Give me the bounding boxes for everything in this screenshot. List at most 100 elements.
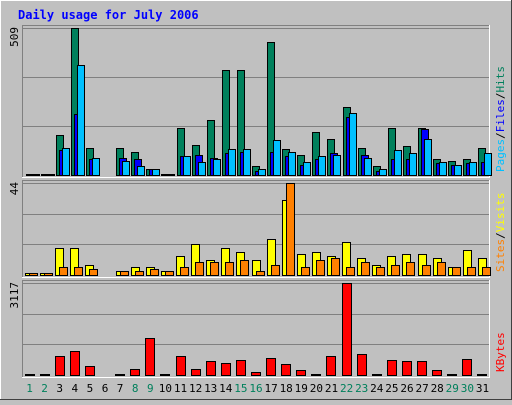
legend-item-pages: Pages — [494, 139, 507, 172]
bar-kbytes-day-23 — [357, 354, 367, 376]
bar-pages-day-14 — [228, 149, 236, 176]
bar-sites-day-16 — [256, 271, 265, 276]
bar-kbytes-day-13 — [206, 361, 216, 376]
bar-sites-day-10 — [165, 271, 174, 276]
x-tick-label-day-28: 28 — [431, 382, 444, 395]
bar-sites-day-12 — [195, 262, 204, 276]
x-tick-label-day-11: 11 — [174, 382, 187, 395]
bar-kbytes-day-11 — [176, 356, 186, 376]
x-tick-label-day-6: 6 — [102, 382, 109, 395]
bar-sites-day-29 — [452, 267, 461, 276]
x-tick-label-day-23: 23 — [355, 382, 368, 395]
x-tick-label-day-19: 19 — [295, 382, 308, 395]
bar-pages-day-24 — [379, 169, 387, 176]
bar-kbytes-day-29 — [447, 374, 457, 376]
x-tick-label-day-24: 24 — [370, 382, 384, 395]
bar-sites-day-30 — [467, 267, 476, 276]
legend-top: Pages/Files/Hits — [494, 66, 507, 172]
bar-sites-day-7 — [120, 271, 129, 276]
bar-kbytes-day-18 — [281, 364, 291, 376]
bar-kbytes-day-17 — [266, 358, 276, 376]
bar-pages-day-29 — [454, 165, 462, 176]
bar-kbytes-day-24 — [372, 374, 382, 376]
bar-sites-day-24 — [376, 267, 385, 276]
legend-separator: / — [494, 93, 507, 100]
bar-sites-day-9 — [150, 269, 159, 276]
x-tick-label-day-8: 8 — [132, 382, 139, 395]
bar-pages-day-2 — [47, 174, 55, 176]
bar-pages-day-27 — [424, 139, 432, 176]
x-tick-label-day-31: 31 — [476, 382, 489, 395]
panel-mid: 44 Sites/Visits — [8, 180, 507, 278]
legend-item-sites: Sites — [494, 239, 507, 272]
bar-pages-day-1 — [32, 174, 40, 176]
bar-pages-day-21 — [333, 155, 341, 176]
x-tick-label-day-27: 27 — [415, 382, 428, 395]
x-tick-label-day-3: 3 — [56, 382, 63, 395]
bar-kbytes-day-1 — [25, 374, 35, 376]
x-tick-label-day-12: 12 — [189, 382, 202, 395]
bar-pages-day-28 — [439, 162, 447, 176]
bar-pages-day-19 — [303, 162, 311, 176]
bar-sites-day-27 — [422, 265, 431, 276]
x-tick-label-day-30: 30 — [461, 382, 474, 395]
bar-kbytes-day-28 — [432, 370, 442, 376]
legend-mid: Sites/Visits — [494, 193, 507, 273]
bar-kbytes-day-10 — [160, 374, 170, 376]
x-tick-label-day-17: 17 — [264, 382, 277, 395]
bar-kbytes-day-15 — [236, 360, 246, 376]
x-tick-label-day-14: 14 — [219, 382, 233, 395]
bar-pages-day-22 — [349, 113, 357, 176]
bar-kbytes-day-26 — [402, 361, 412, 376]
x-tick-label-day-2: 2 — [41, 382, 48, 395]
bar-pages-day-31 — [484, 153, 492, 176]
panel-background — [22, 25, 490, 178]
x-tick-label-day-13: 13 — [204, 382, 217, 395]
x-axis-labels: 1 2 3 4 5 6 7 8 9 10 11 12 13 14 15 16 17 18 19 20 21 22 23 24 2… — [26, 382, 489, 395]
x-tick-label-day-1: 1 — [26, 382, 33, 395]
bar-kbytes-day-3 — [55, 356, 65, 376]
y-max-label: 509 — [8, 27, 21, 47]
legend-text-top: Pages/Files/Hits — [494, 66, 507, 172]
bar-pages-day-12 — [198, 162, 206, 176]
bar-kbytes-day-2 — [40, 374, 50, 376]
bar-sites-day-11 — [180, 267, 189, 276]
bar-pages-day-18 — [288, 152, 296, 176]
bar-sites-day-18 — [286, 183, 295, 276]
x-tick-label-day-10: 10 — [159, 382, 172, 395]
bar-sites-day-2 — [44, 273, 53, 276]
bar-pages-day-25 — [394, 150, 402, 176]
bar-pages-day-15 — [243, 149, 251, 176]
bar-sites-day-23 — [361, 262, 370, 276]
bar-pages-day-26 — [409, 153, 417, 176]
x-tick-label-day-5: 5 — [87, 382, 94, 395]
legend-bot: KBytes — [494, 332, 507, 372]
bar-sites-day-1 — [29, 273, 38, 276]
bar-kbytes-day-20 — [311, 374, 321, 376]
x-tick-label-day-25: 25 — [385, 382, 398, 395]
bar-sites-day-5 — [89, 269, 98, 276]
bar-sites-day-20 — [316, 260, 325, 276]
x-tick-label-day-26: 26 — [400, 382, 413, 395]
bar-pages-day-8 — [137, 166, 145, 176]
bar-sites-day-28 — [437, 262, 446, 276]
bar-kbytes-day-25 — [387, 360, 397, 376]
bar-pages-day-17 — [273, 140, 281, 176]
bar-pages-day-10 — [167, 174, 175, 176]
bar-kbytes-day-30 — [462, 359, 472, 376]
x-tick-label-day-16: 16 — [249, 382, 262, 395]
bar-kbytes-day-9 — [145, 338, 155, 376]
bar-kbytes-day-31 — [477, 374, 487, 376]
bar-pages-day-9 — [152, 169, 160, 176]
x-tick-label-day-22: 22 — [340, 382, 353, 395]
bar-kbytes-day-19 — [296, 370, 306, 376]
bar-sites-day-26 — [406, 262, 415, 276]
bar-sites-day-3 — [59, 267, 68, 276]
x-tick-label-day-18: 18 — [280, 382, 293, 395]
bar-sites-day-31 — [482, 267, 491, 276]
y-max-label: 44 — [8, 182, 21, 196]
bar-sites-day-4 — [74, 267, 83, 276]
